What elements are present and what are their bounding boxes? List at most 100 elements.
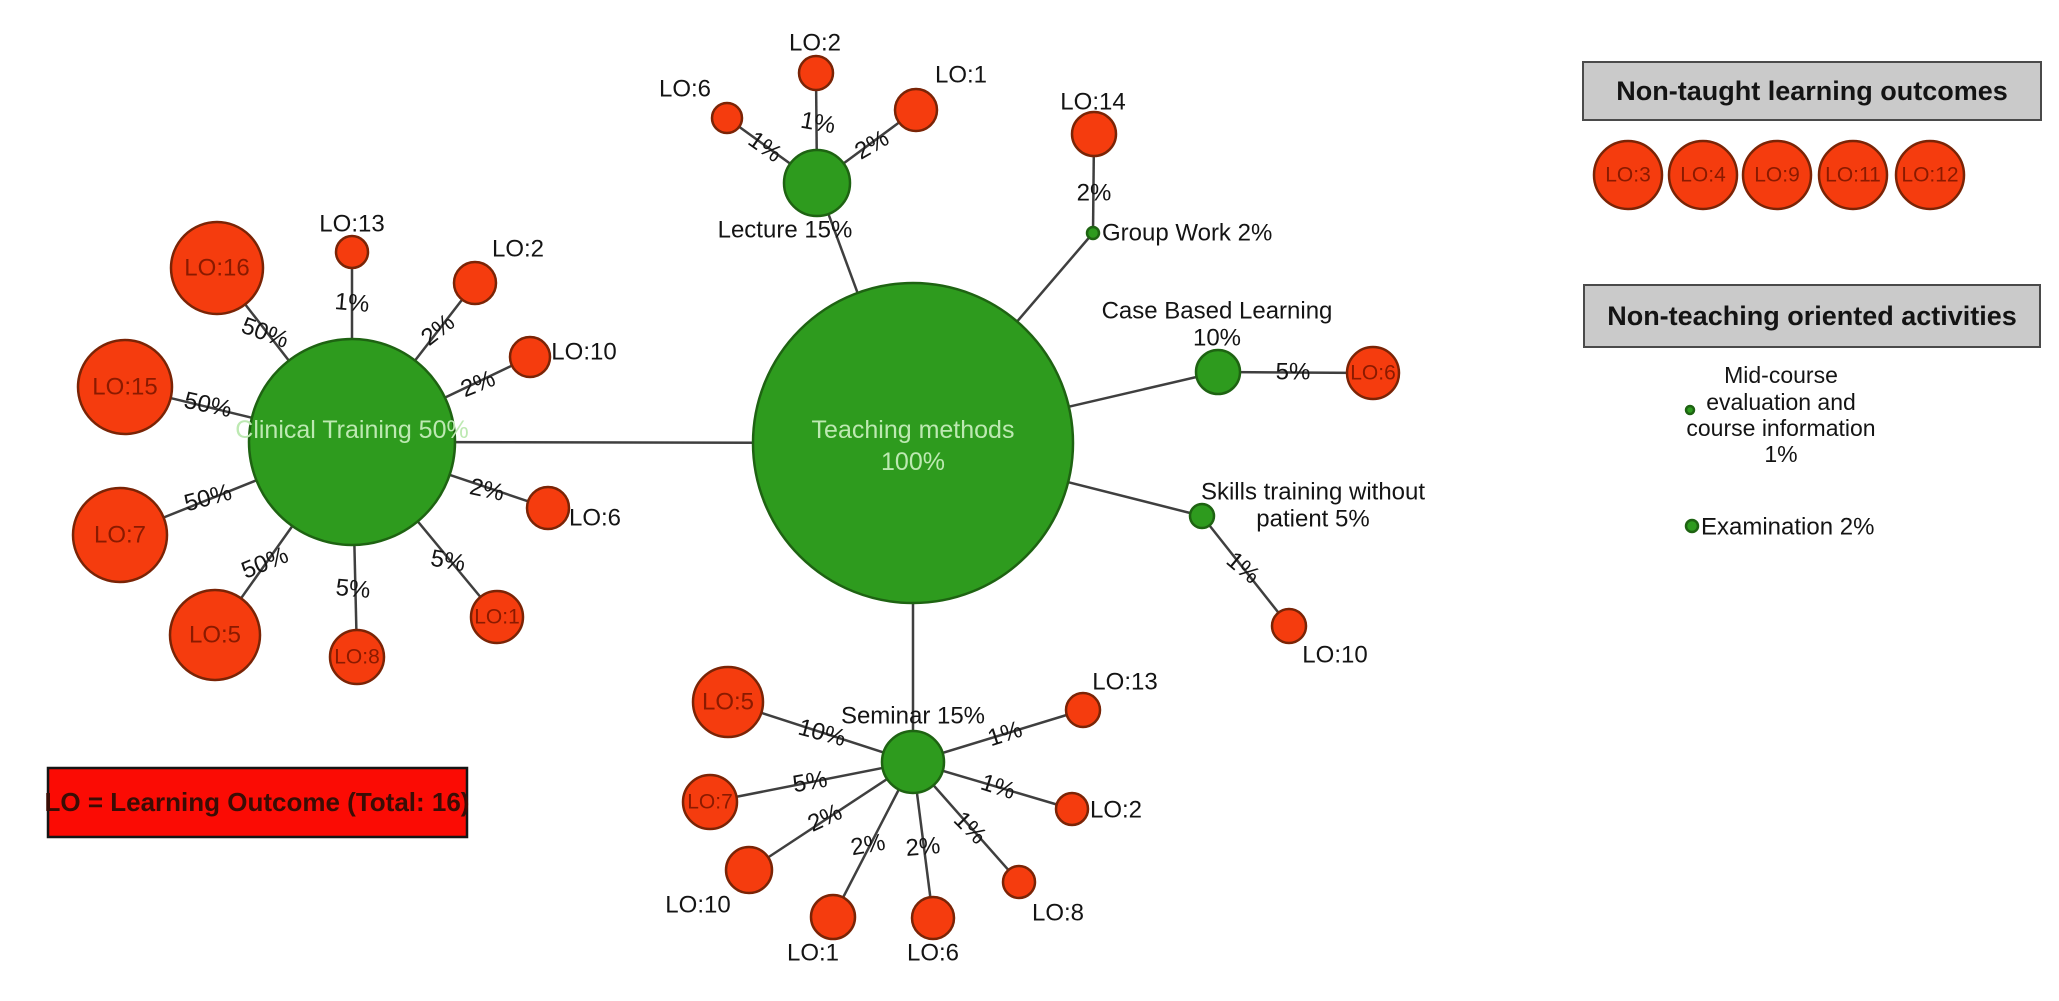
pct-lecture-lo6: 1% [743, 126, 787, 168]
pct-seminar-lo6: 2% [905, 832, 942, 862]
node-seminar-lo2 [1054, 791, 1090, 827]
legend-node-lo3 [1592, 139, 1664, 211]
legend-lo4-label: LO:4 [1680, 164, 1726, 187]
node-seminar-lo7 [681, 773, 739, 831]
node-clinical-lo15 [76, 338, 174, 436]
node-clinical-lo16 [169, 220, 265, 316]
node-lecture-lo1 [893, 87, 939, 133]
midcourse-label-line3: course information [1686, 415, 1875, 441]
clinical-lo10-label: LO:10 [551, 339, 616, 366]
groupwork-lo14-label: LO:14 [1060, 89, 1125, 116]
seminar-label: Seminar 15% [841, 703, 985, 730]
legend-lo12-label: LO:12 [1901, 164, 1958, 187]
legend-non-taught-title: Non-taught learning outcomes [1616, 76, 2008, 106]
teaching-methods-label-line2: 100% [881, 448, 945, 476]
pct-clinical-lo10: 2% [457, 365, 499, 403]
lo16-label: LO:16 [184, 255, 249, 282]
case-based-label-line2: 10% [1193, 325, 1241, 352]
seminar-lo6-label: LO:6 [907, 940, 959, 967]
pct-clinical-lo7: 50% [181, 479, 234, 518]
seminar-lo5-label: LO:5 [702, 689, 754, 716]
node-case-based-learning [1194, 348, 1242, 396]
node-seminar-lo13 [1064, 691, 1102, 729]
lecture-label: Lecture 15% [718, 217, 853, 244]
skills-label-line1: Skills training without [1201, 479, 1425, 506]
node-seminar [880, 729, 946, 795]
edge-seminar-lo7 [709, 760, 914, 804]
node-seminar-lo1 [809, 893, 857, 941]
clinical-lo2-label: LO:2 [492, 236, 544, 263]
teaching-methods-label-line1: Teaching methods [812, 416, 1015, 444]
legend-node-lo11 [1817, 139, 1889, 211]
group-work-label: Group Work 2% [1102, 220, 1272, 247]
legend-activities-title: Non-teaching oriented activities [1607, 301, 2017, 331]
seminar-lo13-label: LO:13 [1092, 669, 1157, 696]
edge-skills-lo10 [1201, 515, 1290, 627]
casebased-lo6-label: LO:6 [1350, 362, 1396, 385]
node-clinical-lo2 [452, 260, 498, 306]
clinical-lo1-label: LO:1 [474, 606, 520, 629]
lo5-label: LO:5 [189, 622, 241, 649]
node-clinical-lo7 [71, 486, 169, 584]
note-box [46, 766, 469, 839]
lo15-label: LO:15 [92, 374, 157, 401]
case-based-label-line1: Case Based Learning [1102, 298, 1333, 325]
lo7-label: LO:7 [94, 522, 146, 549]
lecture-lo6-label: LO:6 [659, 76, 711, 103]
node-clinical-lo5 [168, 588, 262, 682]
node-clinical-training [247, 337, 457, 547]
lecture-lo1-label: LO:1 [935, 62, 987, 89]
node-seminar-lo5 [691, 665, 765, 739]
node-clinical-lo10 [508, 335, 552, 379]
legend-lo11-label: LO:11 [1825, 164, 1881, 187]
legend-node-lo12 [1894, 139, 1966, 211]
seminar-lo7-label: LO:7 [687, 791, 733, 814]
seminar-lo2-label: LO:2 [1090, 797, 1142, 824]
clinical-lo13-label: LO:13 [319, 211, 384, 238]
node-clinical-lo8 [328, 628, 386, 686]
node-skills-training [1188, 502, 1216, 530]
pct-groupwork-lo14: 2% [1077, 180, 1112, 207]
clinical-lo8-label: LO:8 [334, 646, 380, 669]
pct-clinical-lo16: 50% [238, 312, 292, 354]
node-groupwork-lo14 [1070, 110, 1118, 158]
node-lecture [782, 148, 852, 218]
skills-label-line2: patient 5% [1256, 506, 1369, 533]
midcourse-label-line1: Mid-course [1724, 362, 1838, 388]
note-text: LO = Learning Outcome (Total: 16) [45, 787, 470, 817]
pct-clinical-lo6: 2% [467, 473, 507, 507]
node-seminar-lo10 [724, 845, 774, 895]
pct-seminar-lo13: 1% [984, 716, 1025, 752]
pct-casebased-lo6: 5% [1276, 359, 1311, 386]
pct-clinical-lo2: 2% [416, 309, 460, 352]
lecture-lo2-label: LO:2 [789, 30, 841, 57]
legend-lo9-label: LO:9 [1754, 164, 1800, 187]
midcourse-label-line4: 1% [1764, 441, 1797, 467]
pct-lecture-lo2: 1% [799, 107, 838, 140]
examination-dot [1684, 518, 1700, 534]
node-lecture-lo2 [797, 54, 835, 92]
node-clinical-lo1 [469, 589, 525, 645]
node-casebased-lo6 [1345, 345, 1401, 401]
pct-seminar-lo7: 5% [791, 766, 830, 799]
seminar-lo1-label: LO:1 [787, 940, 839, 967]
legend-node-lo4 [1667, 139, 1739, 211]
node-group-work [1085, 225, 1101, 241]
legend-activities-header-box [1583, 284, 2041, 348]
pct-clinical-lo8: 5% [335, 574, 372, 604]
skills-lo10-label: LO:10 [1302, 642, 1367, 669]
pct-clinical-lo13: 1% [334, 288, 371, 318]
pct-seminar-lo2: 1% [977, 769, 1018, 805]
clinical-lo6-label: LO:6 [569, 505, 621, 532]
node-skills-lo10 [1270, 607, 1308, 645]
legend-non-taught-header-box [1582, 61, 2042, 121]
legend-node-lo9 [1741, 139, 1813, 211]
pct-clinical-lo15: 50% [182, 387, 235, 423]
pct-seminar-lo10: 2% [804, 798, 847, 837]
midcourse-dot [1684, 404, 1696, 416]
edge-seminar-lo10 [748, 760, 914, 872]
node-seminar-lo8 [1001, 864, 1037, 900]
seminar-lo8-label: LO:8 [1032, 900, 1084, 927]
